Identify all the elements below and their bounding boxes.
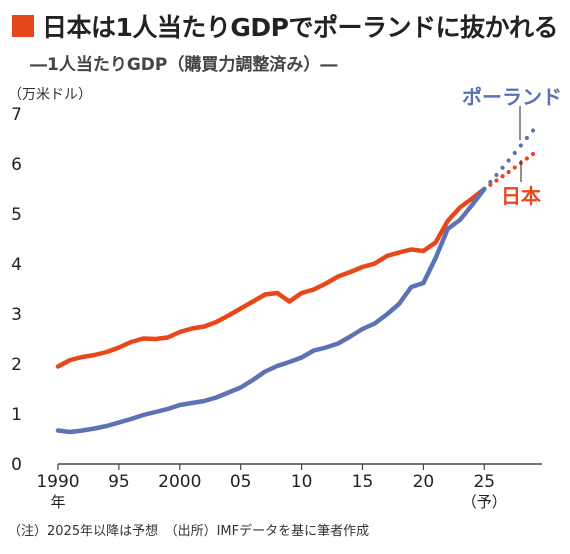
forecast-point (494, 172, 499, 178)
forecast-point (488, 179, 493, 185)
series-line-japan (55, 186, 487, 369)
title-row: 日本は1人当たりGDPでポーランドに抜かれる (12, 8, 559, 44)
series-label-poland: ポーランド (462, 85, 562, 109)
y-tick-label: 4 (11, 255, 22, 275)
chart-title: 日本は1人当たりGDPでポーランドに抜かれる (42, 13, 559, 42)
x-tick-label: 1990 (36, 472, 79, 492)
chart-subtitle: ―1人当たりGDP（購買力調整済み）― (30, 55, 338, 75)
forecast-point (506, 158, 511, 163)
forecast-point (506, 169, 511, 175)
y-tick-label: 7 (11, 105, 22, 125)
forecast-point (518, 143, 523, 148)
forecast-point (512, 165, 517, 170)
forecast-point (482, 186, 487, 192)
x-tick-label: 10 (291, 472, 313, 492)
y-tick-label: 1 (11, 405, 22, 425)
forecast-point (530, 151, 536, 157)
x-tick-sublabel: 年 (50, 493, 65, 511)
footnote: （注）2025年以降は予想 （出所）IMFデータを基に筆者作成 (8, 524, 370, 539)
forecast-point (530, 128, 536, 133)
forecast-point (494, 178, 499, 183)
forecast-point (524, 135, 530, 141)
forecast-point (500, 165, 505, 170)
x-tick-label: 2000 (158, 472, 201, 492)
x-tick-label: 05 (230, 472, 252, 492)
x-tick-label: 95 (108, 472, 130, 492)
y-axis-unit-label: （万米ドル） (8, 87, 92, 103)
x-tick-label: 25 (473, 472, 495, 492)
y-tick-label: 0 (11, 455, 22, 475)
y-tick-label: 6 (11, 155, 22, 175)
title-marker-square (12, 15, 34, 37)
y-tick-label: 2 (11, 355, 22, 375)
series-label-japan: 日本 (501, 184, 541, 208)
forecast-point (500, 174, 505, 179)
series-line-poland (55, 186, 487, 435)
x-tick-sublabel: （予） (462, 493, 507, 511)
forecast-point (524, 156, 530, 161)
y-tick-label: 3 (11, 305, 22, 325)
x-tick-label: 15 (352, 472, 374, 492)
forecast-point (512, 150, 517, 156)
x-tick-label: 20 (413, 472, 435, 492)
y-tick-label: 5 (11, 205, 22, 225)
